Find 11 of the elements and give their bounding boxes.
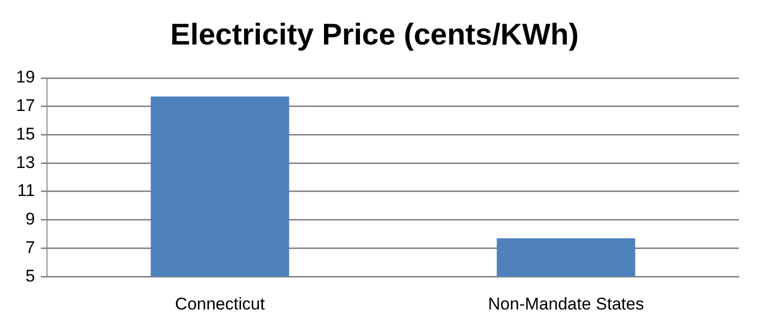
x-tick-label: Non-Mandate States	[488, 294, 644, 314]
y-tick-label: 17	[16, 96, 35, 116]
y-tick-label: 11	[17, 181, 35, 200]
y-tick-label: 7	[25, 238, 35, 257]
y-tick-label: 19	[16, 68, 35, 87]
y-tick-label: 13	[16, 152, 35, 172]
y-tick-label: 5	[25, 266, 35, 286]
y-tick-label: 9	[25, 210, 35, 229]
y-tick-label: 15	[16, 124, 35, 144]
chart-title: Electricity Price (cents/KWh)	[170, 18, 579, 52]
x-tick-label: Connecticut	[175, 294, 266, 314]
